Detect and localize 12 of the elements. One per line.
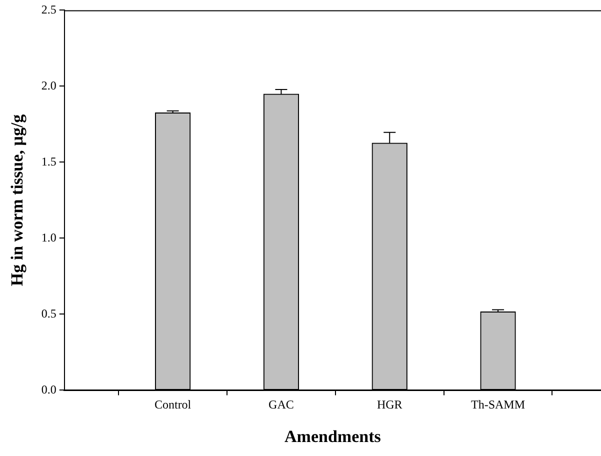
y-tick-label: 1.0 <box>41 230 56 244</box>
y-tick-label: 0.0 <box>41 382 56 396</box>
x-axis-title: Amendments <box>284 427 382 446</box>
y-tick-label: 0.5 <box>41 306 56 320</box>
x-tick-label: Control <box>154 398 192 412</box>
y-tick-label: 2.0 <box>41 78 56 92</box>
y-tick-label: 2.5 <box>41 2 56 16</box>
y-tick-label: 1.5 <box>41 154 56 168</box>
x-tick-label: Th-SAMM <box>471 398 526 412</box>
x-tick-label: HGR <box>376 398 402 412</box>
y-axis-title: Hg in worm tissue, µg/g <box>8 114 27 286</box>
x-tick-label: GAC <box>268 398 294 412</box>
